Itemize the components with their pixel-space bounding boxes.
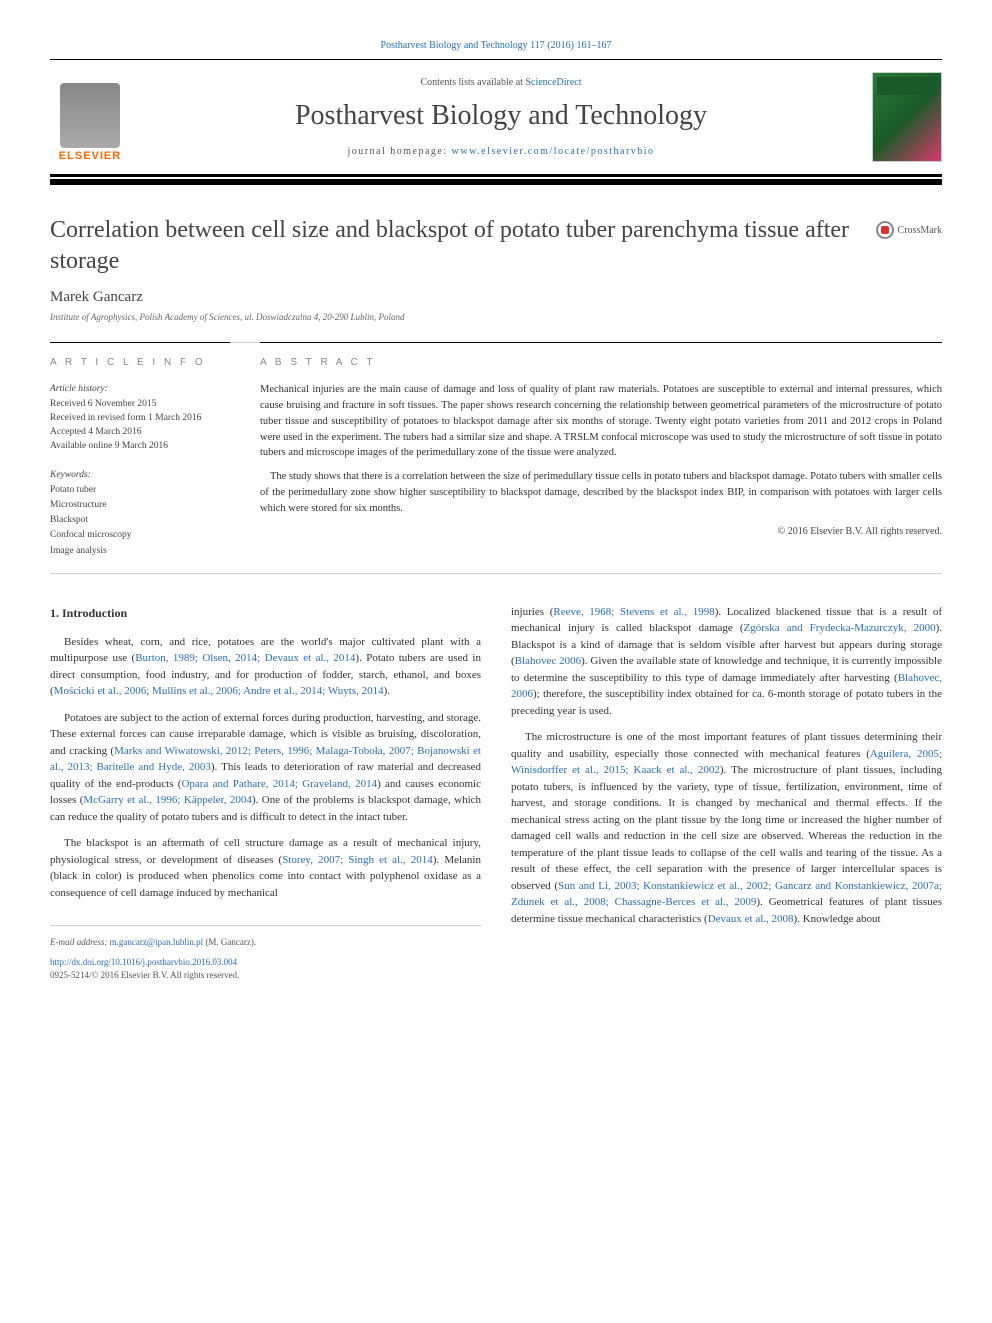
citation-link[interactable]: Blahovec 2006: [515, 655, 581, 667]
body-left-column: 1. Introduction Besides wheat, corn, and…: [50, 604, 481, 983]
footer-block: E-mail address: m.gancarz@ipan.lublin.pl…: [50, 925, 481, 983]
author-affiliation: Institute of Agrophysics, Polish Academy…: [50, 312, 942, 322]
keyword: Potato tuber: [50, 483, 230, 498]
keyword: Microstructure: [50, 498, 230, 513]
doi-link[interactable]: http://dx.doi.org/10.1016/j.postharvbio.…: [50, 956, 481, 970]
citation-link[interactable]: Burton, 1989; Olsen, 2014; Devaux et al.…: [135, 652, 355, 664]
keyword: Image analysis: [50, 544, 230, 559]
history-line: Received 6 November 2015: [50, 397, 230, 411]
citation-header: Postharvest Biology and Technology 117 (…: [50, 40, 942, 51]
text-run: ); therefore, the susceptibility index o…: [511, 688, 942, 717]
history-line: Accepted 4 March 2016: [50, 425, 230, 439]
crossmark-label: CrossMark: [898, 225, 942, 236]
abstract-column: A B S T R A C T Mechanical injuries are …: [260, 342, 942, 558]
history-label: Article history:: [50, 382, 230, 396]
citation-link[interactable]: Opara and Pathare, 2014; Graveland, 2014: [181, 778, 377, 790]
elsevier-tree-icon: [60, 83, 120, 148]
text-run: ). Knowledge about: [794, 913, 881, 925]
abstract-copyright: © 2016 Elsevier B.V. All rights reserved…: [260, 526, 942, 537]
body-paragraph: Potatoes are subject to the action of ex…: [50, 710, 481, 826]
crossmark-icon: [876, 221, 894, 239]
keywords-block: Keywords: Potato tuber Microstructure Bl…: [50, 468, 230, 559]
publisher-logo: ELSEVIER: [50, 72, 130, 162]
citation-link[interactable]: Devaux et al., 2008: [708, 913, 794, 925]
info-abstract-row: A R T I C L E I N F O Article history: R…: [50, 342, 942, 573]
citation-link[interactable]: Zgórska and Frydecka-Mazurczyk, 2000: [744, 622, 936, 634]
abstract-paragraph: Mechanical injuries are the main cause o…: [260, 382, 942, 461]
contents-line: Contents lists available at ScienceDirec…: [130, 77, 872, 88]
text-run: injuries (: [511, 606, 553, 618]
homepage-link[interactable]: www.elsevier.com/locate/postharvbio: [452, 146, 655, 157]
issn-line: 0925-5214/© 2016 Elsevier B.V. All right…: [50, 969, 481, 983]
article-header: Correlation between cell size and blacks…: [50, 215, 942, 277]
email-suffix: (M. Gancarz).: [203, 937, 256, 947]
keywords-label: Keywords:: [50, 468, 230, 483]
citation-link[interactable]: Reeve, 1968; Stevens et al., 1998: [553, 606, 714, 618]
article-history-block: Article history: Received 6 November 201…: [50, 382, 230, 453]
abstract-heading: A B S T R A C T: [260, 357, 942, 368]
body-paragraph: injuries (Reeve, 1968; Stevens et al., 1…: [511, 604, 942, 720]
citation-link[interactable]: Postharvest Biology and Technology 117 (…: [381, 40, 612, 51]
journal-title: Postharvest Biology and Technology: [130, 100, 872, 132]
text-run: ).: [384, 685, 390, 697]
keyword: Confocal microscopy: [50, 528, 230, 543]
body-right-column: injuries (Reeve, 1968; Stevens et al., 1…: [511, 604, 942, 983]
article-info-column: A R T I C L E I N F O Article history: R…: [50, 342, 230, 558]
contents-label: Contents lists available at: [420, 77, 525, 88]
text-run: ). The microstructure of plant tissues, …: [511, 764, 942, 892]
body-paragraph: Besides wheat, corn, and rice, potatoes …: [50, 634, 481, 700]
history-line: Available online 9 March 2016: [50, 439, 230, 453]
journal-info-block: Contents lists available at ScienceDirec…: [130, 77, 872, 157]
abstract-paragraph: The study shows that there is a correlat…: [260, 469, 942, 516]
keyword: Blackspot: [50, 513, 230, 528]
citation-link[interactable]: Mościcki et al., 2006; Mullins et al., 2…: [54, 685, 384, 697]
header-divider: [50, 179, 942, 185]
abstract-text: Mechanical injuries are the main cause o…: [260, 382, 942, 516]
author-name: Marek Gancarz: [50, 289, 942, 306]
body-paragraph: The blackspot is an aftermath of cell st…: [50, 835, 481, 901]
article-title: Correlation between cell size and blacks…: [50, 215, 856, 277]
publisher-name: ELSEVIER: [59, 150, 121, 162]
body-two-column: 1. Introduction Besides wheat, corn, and…: [50, 604, 942, 983]
history-line: Received in revised form 1 March 2016: [50, 411, 230, 425]
sciencedirect-link[interactable]: ScienceDirect: [525, 77, 581, 88]
article-info-heading: A R T I C L E I N F O: [50, 357, 230, 368]
journal-cover-thumbnail: [872, 72, 942, 162]
author-email-link[interactable]: m.gancarz@ipan.lublin.pl: [110, 937, 204, 947]
crossmark-badge[interactable]: CrossMark: [876, 221, 942, 239]
homepage-label: journal homepage:: [347, 146, 451, 157]
email-line: E-mail address: m.gancarz@ipan.lublin.pl…: [50, 936, 481, 950]
section-heading-intro: 1. Introduction: [50, 604, 481, 622]
email-label: E-mail address:: [50, 937, 110, 947]
journal-header-bar: ELSEVIER Contents lists available at Sci…: [50, 59, 942, 177]
body-paragraph: The microstructure is one of the most im…: [511, 729, 942, 927]
citation-link[interactable]: Storey, 2007; Singh et al., 2014: [282, 854, 433, 866]
homepage-line: journal homepage: www.elsevier.com/locat…: [130, 146, 872, 157]
citation-link[interactable]: McGarry et al., 1996; Käppeler, 2004: [83, 794, 252, 806]
